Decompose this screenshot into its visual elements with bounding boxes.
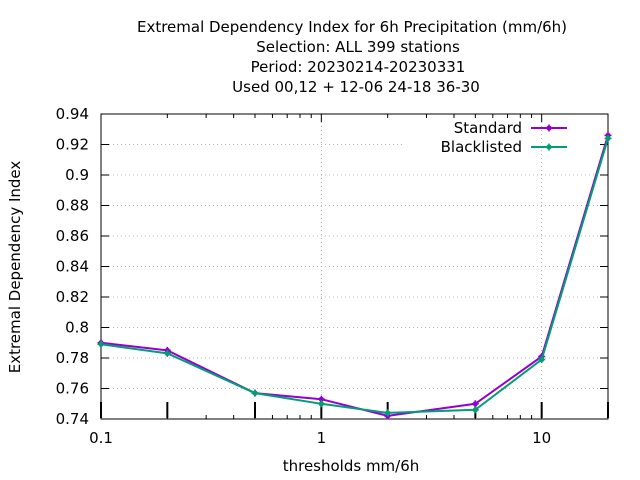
data-point-blacklisted — [97, 340, 105, 348]
legend-marker-standard — [545, 124, 553, 132]
data-point-blacklisted — [317, 400, 325, 408]
series-line-standard — [100, 135, 609, 417]
y-axis-label: Extremal Dependency Index — [6, 161, 24, 374]
x-tick-label: 1 — [317, 429, 327, 447]
legend-marker-blacklisted — [545, 143, 553, 151]
y-tick-label: 0.78 — [56, 349, 89, 367]
grid — [101, 114, 608, 419]
chart-title: Extremal Dependency Index for 6h Precipi… — [137, 18, 567, 96]
y-tick-label: 0.92 — [56, 136, 89, 154]
title-line-4: Used 00,12 + 12-06 24-18 36-30 — [232, 78, 480, 96]
x-tick-label: 0.1 — [89, 429, 113, 447]
y-tick-label: 0.9 — [65, 166, 89, 184]
x-axis-ticks: 0.1 1 10 — [89, 114, 551, 447]
title-line-3: Period: 20230214-20230331 — [251, 58, 466, 76]
title-line-1: Extremal Dependency Index for 6h Precipi… — [137, 18, 567, 36]
series-line-blacklisted — [100, 138, 609, 414]
x-axis-label: thresholds mm/6h — [283, 457, 420, 475]
y-tick-label: 0.86 — [56, 227, 89, 245]
data-point-blacklisted — [471, 406, 479, 414]
data-point-standard — [471, 400, 479, 408]
data-point-blacklisted — [251, 389, 259, 397]
x-tick-label: 10 — [532, 429, 551, 447]
data-point-blacklisted — [538, 356, 546, 364]
y-tick-label: 0.94 — [56, 105, 89, 123]
series-layer — [97, 131, 612, 420]
y-tick-label: 0.88 — [56, 197, 89, 215]
y-tick-label: 0.74 — [56, 410, 89, 428]
data-point-blacklisted — [604, 134, 612, 142]
y-tick-label: 0.8 — [65, 319, 89, 337]
y-axis-ticks: 0.74 0.76 0.78 0.8 0.82 0.84 0.86 0.88 0.9 0.92 0.… — [56, 105, 608, 428]
data-point-blacklisted — [163, 349, 171, 357]
y-tick-label: 0.82 — [56, 288, 89, 306]
y-tick-label: 0.84 — [56, 258, 89, 276]
data-point-standard — [317, 395, 325, 403]
data-point-blacklisted — [384, 409, 392, 417]
legend: Standard Blacklisted — [441, 119, 567, 156]
title-line-2: Selection: ALL 399 stations — [256, 38, 460, 56]
y-tick-label: 0.76 — [56, 380, 89, 398]
legend-label-blacklisted: Blacklisted — [441, 138, 522, 156]
legend-label-standard: Standard — [454, 119, 522, 137]
